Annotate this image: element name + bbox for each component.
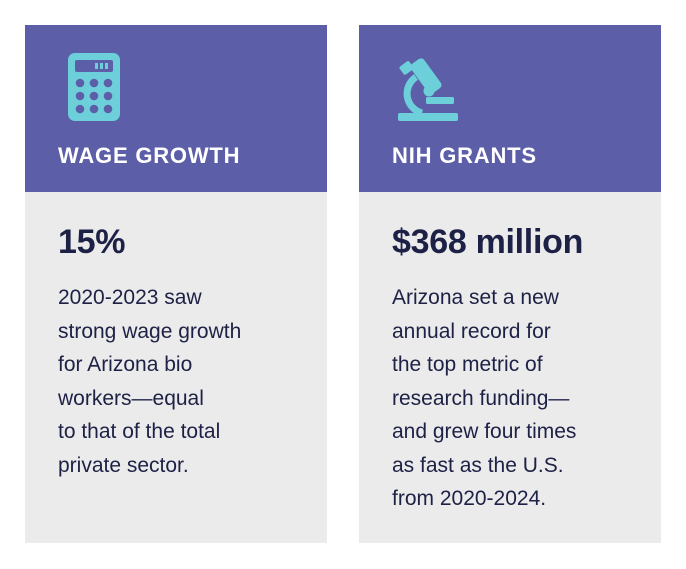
description-line: from 2020-2024. — [392, 487, 547, 510]
stat-value: $368 million — [392, 223, 584, 261]
description-line: to that of the total — [58, 420, 221, 443]
description-line: workers—equal — [58, 386, 204, 410]
description-line: strong wage growth — [58, 319, 242, 343]
stat-value: 15% — [58, 223, 126, 261]
microscope-icon — [398, 58, 458, 121]
card-header: WAGE GROWTH — [25, 25, 327, 192]
wage-growth-card: WAGE GROWTH 15% 2020-2023 saw strong wag… — [25, 25, 327, 543]
card-description: Arizona set a new annual record for the … — [392, 281, 654, 516]
description-line: annual record for — [392, 319, 551, 343]
nih-grants-card: NIH GRANTS $368 million Arizona set a ne… — [359, 25, 661, 543]
description-line: research funding— — [392, 386, 570, 410]
description-line: the top metric of — [392, 353, 543, 376]
description-line: for Arizona bio — [58, 353, 193, 376]
description-line: private sector. — [58, 453, 189, 477]
description-line: and grew four times — [392, 420, 577, 443]
description-line: 2020-2023 saw — [58, 286, 202, 309]
description-line: as fast as the U.S. — [392, 453, 564, 477]
description-line: Arizona set a new — [392, 286, 559, 309]
card-description: 2020-2023 saw strong wage growth for Ari… — [58, 281, 320, 482]
card-header: NIH GRANTS — [359, 25, 661, 192]
card-title: WAGE GROWTH — [58, 143, 241, 168]
calculator-icon — [68, 53, 120, 121]
card-title: NIH GRANTS — [392, 143, 537, 168]
